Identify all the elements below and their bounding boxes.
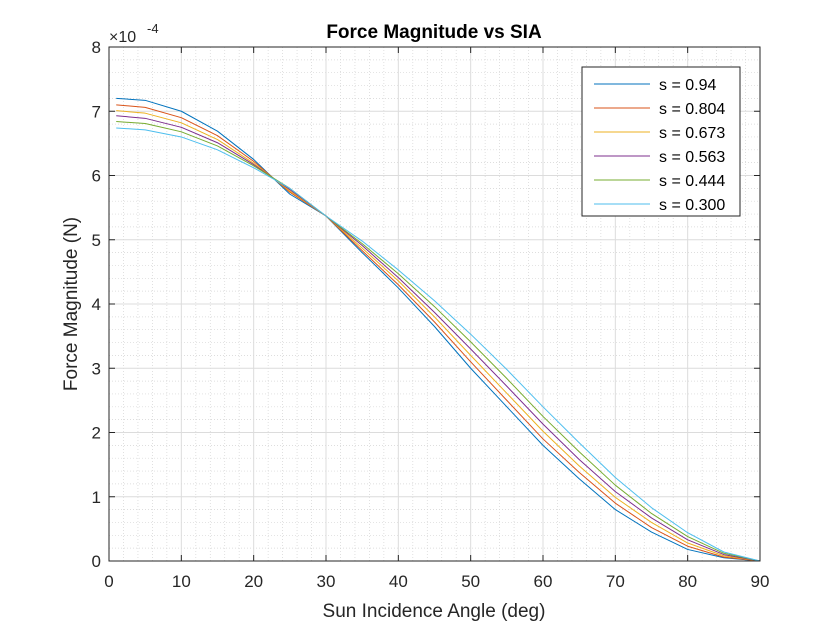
y-tick-label: 5	[92, 231, 101, 250]
y-tick-label: 1	[92, 488, 101, 507]
legend-entries: s = 0.94 s = 0.804 s = 0.673 s = 0.563 s = 0…	[594, 77, 725, 214]
legend-label: s = 0.94	[659, 77, 716, 94]
x-tick-label: 80	[678, 572, 697, 591]
y-tick-label: 3	[92, 359, 101, 378]
x-tick-label: 30	[317, 572, 336, 591]
y-axis-label: Force Magnitude (N)	[61, 217, 82, 391]
legend-label: s = 0.444	[659, 173, 725, 190]
minor-grid	[109, 47, 760, 561]
x-tick-label: 90	[751, 572, 770, 591]
x-tick-label: 60	[534, 572, 553, 591]
legend-label: s = 0.673	[659, 125, 725, 142]
y-tick-label: 8	[92, 38, 101, 57]
legend: s = 0.94 s = 0.804 s = 0.673 s = 0.563 s = 0…	[581, 66, 741, 217]
x-tick-label: 20	[244, 572, 263, 591]
series-line-2	[116, 104, 761, 562]
series-line-1	[116, 97, 761, 562]
series-line-4	[116, 115, 761, 562]
x-tick-label: 50	[461, 572, 480, 591]
y-axis-ticks: 0 1 2 3 4 5 6 7 8	[92, 38, 760, 571]
legend-label: s = 0.300	[659, 197, 725, 214]
chart-title: Force Magnitude vs SIA	[326, 22, 542, 43]
legend-entry: s = 0.673	[594, 125, 725, 142]
legend-box	[581, 66, 741, 217]
x-axis-ticks: 0 10 20 30 40 50 60 70 80 90	[104, 47, 769, 591]
x-axis-label: Sun Incidence Angle (deg)	[323, 601, 546, 622]
y-tick-label: 7	[92, 102, 101, 121]
legend-entry: s = 0.444	[594, 173, 725, 190]
x-tick-label: 40	[389, 572, 408, 591]
y-tick-label: 0	[92, 552, 101, 571]
y-exponent-base: ×10	[109, 29, 136, 46]
legend-entry: s = 0.300	[594, 197, 725, 214]
series-line-6	[116, 127, 761, 562]
x-tick-label: 0	[104, 572, 113, 591]
legend-label: s = 0.804	[659, 101, 725, 118]
series-line-5	[116, 121, 761, 562]
legend-entry: s = 0.94	[594, 77, 716, 94]
legend-entry: s = 0.563	[594, 149, 725, 166]
y-tick-label: 4	[92, 295, 101, 314]
series-lines	[116, 97, 761, 562]
legend-label: s = 0.563	[659, 149, 725, 166]
y-tick-label: 2	[92, 424, 101, 443]
y-axis-exponent: ×10 -4	[109, 21, 159, 46]
series-line-3	[116, 110, 761, 562]
legend-entry: s = 0.804	[594, 101, 725, 118]
x-tick-label: 10	[172, 572, 191, 591]
y-exponent-power: -4	[147, 21, 159, 36]
x-tick-label: 70	[606, 572, 625, 591]
y-tick-label: 6	[92, 167, 101, 186]
